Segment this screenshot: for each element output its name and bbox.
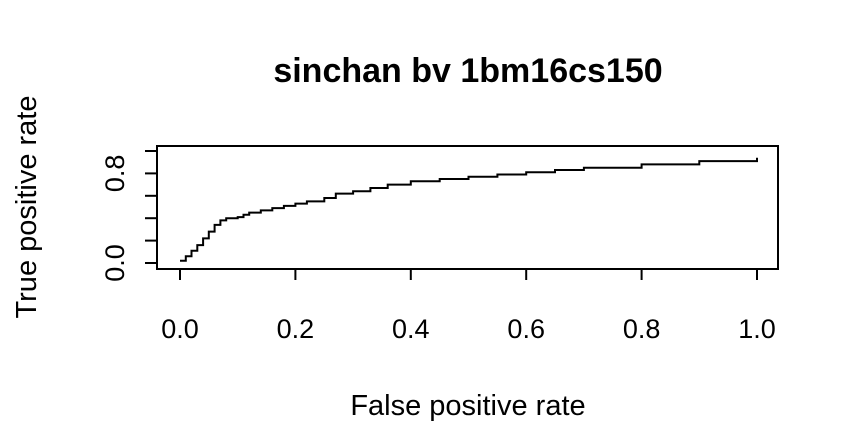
chart-title: sinchan bv 1bm16cs150: [273, 52, 662, 90]
x-tick-label: 0.2: [277, 314, 315, 344]
x-tick-label: 0.6: [507, 314, 545, 344]
x-axis: 0.0 0.2 0.4 0.6 0.8 1.0: [161, 269, 776, 344]
y-axis: 0.0 0.8: [100, 150, 157, 282]
roc-curve-line: [180, 157, 758, 262]
x-axis-label: False positive rate: [350, 390, 585, 422]
y-tick-label: 0.8: [100, 155, 130, 193]
x-tick-label: 0.0: [161, 314, 199, 344]
x-tick-label: 0.4: [392, 314, 430, 344]
y-tick-label: 0.0: [100, 244, 130, 282]
x-tick-label: 1.0: [738, 314, 776, 344]
x-tick-label: 0.8: [623, 314, 661, 344]
plot-frame: [156, 145, 779, 270]
y-axis-label: True positive rate: [11, 96, 43, 319]
